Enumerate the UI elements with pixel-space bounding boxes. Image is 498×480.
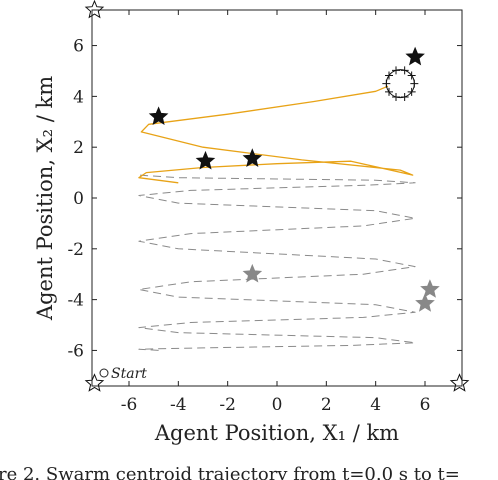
series-layer [138, 85, 416, 351]
y-tick-label: -4 [67, 291, 84, 311]
target-circle [385, 69, 415, 99]
agent-star-hollow [84, 373, 105, 392]
ticks-layer: -6 -4 -2 0 2 4 6 -6 -4 -2 0 2 4 6 [67, 10, 462, 415]
y-tick-label: 0 [73, 189, 84, 209]
agent-star-hollow [449, 373, 470, 392]
plot-frame [91, 9, 463, 387]
agent-star-black [195, 150, 216, 170]
x-tick-label: 6 [420, 395, 431, 415]
start-marker [99, 368, 109, 378]
y-axis-label: Agent Position, X₂ / km [33, 76, 57, 321]
y-tick-label: -6 [67, 341, 84, 361]
target-agent-mark [407, 87, 416, 96]
agent-star-black [148, 106, 169, 126]
markers-layer [84, 0, 470, 392]
y-tick-label: 4 [73, 87, 84, 107]
y-tick-label: 2 [73, 138, 84, 158]
y-tick-label: -2 [67, 240, 84, 260]
x-tick-label: -2 [219, 395, 236, 415]
target-agent-mark [400, 92, 409, 101]
trajectory-series-orange [138, 85, 414, 184]
agent-star-gray [242, 263, 263, 283]
y-tick-label: 6 [73, 37, 84, 57]
x-tick-label: -4 [170, 395, 187, 415]
target-agent-mark [382, 79, 391, 88]
figure-caption: re 2. Swarm centroid trajectory from t=0… [0, 464, 460, 480]
x-tick-label: 0 [272, 395, 283, 415]
agent-star-hollow [84, 0, 105, 19]
start-label: Start [111, 366, 147, 382]
x-axis-label: Agent Position, X₁ / km [154, 421, 399, 445]
target-agent-mark [407, 71, 416, 80]
target-agent-mark [392, 66, 401, 75]
trajectory-series-gray [138, 174, 416, 351]
target-agent-mark [385, 87, 394, 96]
x-tick-label: 2 [321, 395, 332, 415]
agent-star-gray [420, 279, 440, 298]
agent-star-black [242, 148, 263, 167]
target-agent-mark [400, 66, 409, 75]
x-tick-label: 4 [370, 395, 381, 415]
x-tick-label: -6 [121, 395, 138, 415]
agent-star-gray [415, 293, 435, 312]
target-agent-mark [385, 71, 394, 80]
start-annotation: Start [99, 366, 147, 382]
target-agent-mark [392, 92, 401, 101]
agent-star-black [405, 46, 425, 66]
target-agent-mark [410, 79, 419, 88]
